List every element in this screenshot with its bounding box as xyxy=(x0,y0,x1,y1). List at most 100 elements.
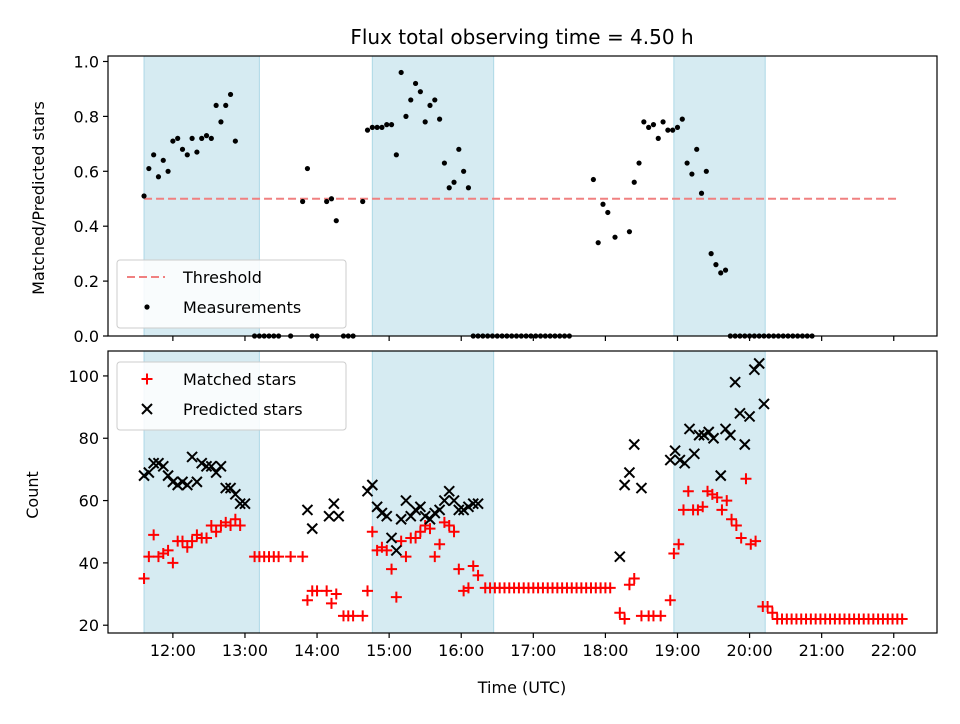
data-point xyxy=(301,594,313,606)
data-point xyxy=(628,572,640,584)
data-point xyxy=(400,494,412,507)
data-point xyxy=(689,171,695,177)
chart-title: Flux total observing time = 4.50 h xyxy=(350,25,693,49)
data-point xyxy=(414,501,427,513)
data-point xyxy=(386,563,398,575)
data-point xyxy=(143,466,155,479)
data-point xyxy=(184,152,190,158)
data-point xyxy=(157,460,169,473)
data-point xyxy=(210,466,222,479)
data-point xyxy=(323,510,335,522)
data-point xyxy=(429,551,441,563)
data-point xyxy=(660,119,666,125)
data-point xyxy=(324,198,330,205)
data-point xyxy=(600,201,606,207)
data-point xyxy=(604,582,616,594)
data-point xyxy=(750,535,762,547)
data-point xyxy=(400,551,412,563)
data-point xyxy=(362,585,374,597)
data-point xyxy=(635,482,648,494)
data-point xyxy=(160,157,166,163)
data-point xyxy=(410,532,422,544)
legend-box xyxy=(116,259,347,329)
data-point xyxy=(729,376,741,388)
data-point xyxy=(465,185,472,191)
data-point xyxy=(448,526,460,538)
data-point xyxy=(631,179,637,185)
data-point xyxy=(441,160,448,166)
data-point xyxy=(673,538,685,550)
data-point xyxy=(234,497,246,510)
legend-label: Threshold xyxy=(182,268,262,287)
x-tick-label: 12:00 xyxy=(150,641,196,660)
data-point xyxy=(715,469,727,482)
data-point xyxy=(361,485,374,497)
data-point xyxy=(215,460,227,473)
data-point xyxy=(456,146,462,152)
data-point xyxy=(229,513,241,525)
data-point xyxy=(448,494,460,507)
data-point xyxy=(748,363,761,376)
observing-window-shade xyxy=(673,55,766,337)
observing-window-shade xyxy=(371,55,495,337)
data-point xyxy=(670,127,676,133)
legend-matched-swatch xyxy=(141,373,153,385)
data-point xyxy=(167,557,179,569)
data-point xyxy=(678,457,691,469)
data-point xyxy=(684,160,690,166)
data-point xyxy=(224,482,237,494)
x-tick-label: 22:00 xyxy=(871,641,917,660)
data-point xyxy=(398,69,404,76)
data-point xyxy=(364,127,371,133)
data-point xyxy=(711,491,723,503)
data-point xyxy=(186,451,198,463)
data-point xyxy=(641,119,647,125)
data-point xyxy=(713,262,719,268)
data-point xyxy=(408,97,414,103)
data-point xyxy=(722,267,729,273)
data-point xyxy=(330,588,342,600)
x-tick-label: 17:00 xyxy=(510,641,556,660)
data-point xyxy=(753,357,765,370)
data-point xyxy=(437,116,443,122)
data-point xyxy=(623,579,635,591)
data-point xyxy=(735,532,747,544)
data-point xyxy=(443,519,455,531)
axes-frame xyxy=(107,55,938,337)
x-axis-label: Time (UTC) xyxy=(477,678,566,697)
legend-box xyxy=(116,361,347,431)
data-point xyxy=(360,198,366,205)
y-tick-label: 60 xyxy=(79,492,99,511)
data-point xyxy=(664,454,676,466)
data-point xyxy=(273,551,285,563)
data-point xyxy=(664,594,676,606)
data-point xyxy=(395,513,407,525)
data-point xyxy=(462,582,474,594)
legend-predicted-swatch xyxy=(141,403,153,415)
data-point xyxy=(655,135,661,141)
x-tick-label: 20:00 xyxy=(727,641,773,660)
data-point xyxy=(724,429,737,441)
data-point xyxy=(743,410,756,423)
data-point xyxy=(229,488,242,501)
data-point xyxy=(453,563,465,575)
data-point xyxy=(141,193,147,199)
data-point xyxy=(697,501,709,513)
data-point xyxy=(896,613,908,625)
data-point xyxy=(614,550,626,563)
data-point xyxy=(467,497,479,510)
data-point xyxy=(227,91,234,98)
data-point xyxy=(618,479,631,491)
axes-frame xyxy=(107,350,938,634)
data-point xyxy=(619,613,631,625)
data-point xyxy=(218,119,224,125)
data-point xyxy=(446,185,452,191)
count-panel: 20 40 60 80 100 12:00 13:00 14:00 15:00 16:00 17:0… xyxy=(68,350,938,660)
data-point xyxy=(703,168,709,174)
y-tick-label: 0.6 xyxy=(74,162,99,181)
data-point xyxy=(385,532,398,544)
data-point xyxy=(721,495,733,507)
data-point xyxy=(719,423,732,435)
data-point xyxy=(170,138,176,144)
